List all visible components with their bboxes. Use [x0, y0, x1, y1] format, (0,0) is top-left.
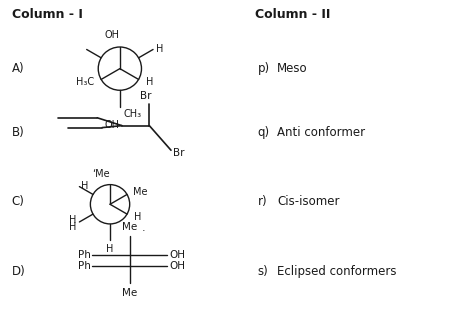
- Text: Me: Me: [122, 288, 137, 298]
- Text: Br: Br: [140, 91, 151, 101]
- Text: Eclipsed conformers: Eclipsed conformers: [277, 265, 397, 278]
- Text: Cis-isomer: Cis-isomer: [277, 195, 340, 208]
- Text: H: H: [134, 212, 142, 222]
- Text: Ph: Ph: [78, 250, 90, 260]
- Text: p): p): [257, 62, 270, 75]
- Text: C): C): [12, 195, 25, 208]
- Text: D): D): [12, 265, 25, 278]
- Text: Anti conformer: Anti conformer: [277, 126, 365, 139]
- Text: Column - II: Column - II: [255, 8, 330, 21]
- Text: H: H: [80, 181, 88, 191]
- Text: CH₃: CH₃: [124, 109, 142, 119]
- Text: Meso: Meso: [277, 62, 308, 75]
- Text: Me: Me: [133, 187, 148, 197]
- Text: r): r): [257, 195, 267, 208]
- Text: H: H: [146, 77, 153, 87]
- Text: H: H: [156, 44, 163, 54]
- Text: H: H: [69, 222, 77, 232]
- Text: OH: OH: [169, 250, 185, 260]
- Text: H₃C: H₃C: [76, 77, 94, 87]
- Text: Br: Br: [173, 148, 184, 158]
- Text: q): q): [257, 126, 270, 139]
- Text: Me: Me: [122, 222, 137, 232]
- Text: OH: OH: [169, 261, 185, 271]
- Text: Ph: Ph: [78, 261, 90, 271]
- Text: B): B): [12, 126, 25, 139]
- Text: H: H: [106, 244, 114, 254]
- Text: ‘Me: ‘Me: [92, 169, 110, 179]
- Text: OH: OH: [104, 30, 119, 40]
- Text: Column - I: Column - I: [12, 8, 83, 21]
- Text: A): A): [12, 62, 25, 75]
- Text: ·: ·: [142, 226, 145, 236]
- Text: s): s): [257, 265, 268, 278]
- Text: OH: OH: [104, 120, 119, 130]
- Text: H: H: [69, 214, 77, 225]
